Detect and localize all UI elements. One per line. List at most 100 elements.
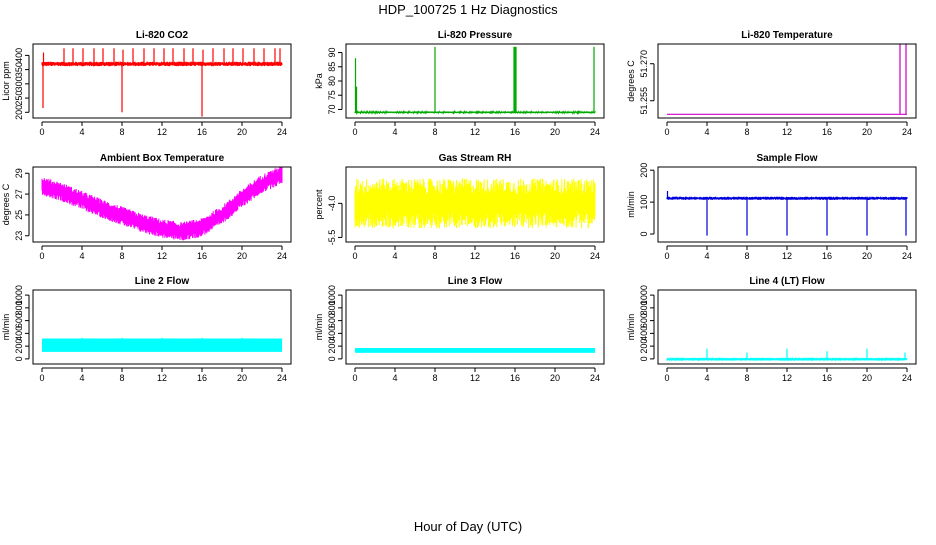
- series-area: [666, 348, 908, 362]
- x-tick-label: 20: [237, 373, 247, 383]
- y-axis-label: percent: [314, 189, 324, 220]
- y-tick-label: 600: [639, 313, 649, 328]
- panel-7: Line 2 Flow ml/min 0 4 8 12 16 20 24 0 20040060080…: [1, 276, 292, 383]
- plot-frame: [345, 289, 605, 365]
- series-line: [354, 178, 596, 229]
- y-axis-label: degrees C: [1, 183, 11, 225]
- y-tick-label: 27: [14, 189, 24, 199]
- x-tick-label: 12: [470, 127, 480, 137]
- panel-title: Line 4 (LT) Flow: [749, 276, 825, 287]
- x-tick-label: 24: [902, 251, 912, 261]
- y-tick-label: 1000: [14, 285, 24, 305]
- panel-3: Li-820 Temperature degrees C 0 4 8 12 16 20 24 51…: [626, 30, 917, 137]
- x-tick-label: 20: [862, 251, 872, 261]
- y-tick-label: 0: [327, 356, 337, 361]
- y-tick-label: 0: [14, 356, 24, 361]
- y-tick-label: -5.5: [327, 230, 337, 246]
- x-tick-label: 16: [197, 373, 207, 383]
- y-tick-label: 250: [14, 91, 24, 106]
- y-tick-label: 200: [639, 339, 649, 354]
- x-tick-label: 8: [119, 251, 124, 261]
- series-area: [355, 348, 595, 356]
- x-tick-label: 24: [590, 373, 600, 383]
- panel-title: Ambient Box Temperature: [100, 153, 225, 164]
- y-tick-label: 100: [639, 195, 649, 210]
- x-tick-label: 0: [664, 127, 669, 137]
- series-line: [354, 109, 596, 115]
- series-area: [666, 190, 908, 236]
- x-tick-label: 4: [704, 251, 709, 261]
- x-tick-label: 20: [550, 373, 560, 383]
- y-tick-label: 1000: [327, 285, 337, 305]
- x-tick-label: 24: [902, 127, 912, 137]
- y-tick-label: 51.270: [639, 50, 649, 78]
- x-tick-label: 16: [822, 373, 832, 383]
- x-tick-label: 0: [352, 251, 357, 261]
- y-tick-label: 29: [14, 168, 24, 178]
- y-tick-label: 600: [327, 313, 337, 328]
- x-tick-label: 0: [664, 373, 669, 383]
- y-tick-label: 25: [14, 210, 24, 220]
- x-tick-label: 8: [744, 373, 749, 383]
- x-tick-label: 12: [782, 127, 792, 137]
- y-axis-label: degrees C: [626, 60, 636, 102]
- panel-title: Line 3 Flow: [448, 276, 503, 287]
- y-axis-label: kPa: [314, 73, 324, 89]
- y-tick-label: 23: [14, 231, 24, 241]
- x-tick-label: 20: [862, 373, 872, 383]
- x-tick-label: 8: [119, 373, 124, 383]
- x-tick-label: 4: [392, 251, 397, 261]
- series-area: [41, 48, 283, 117]
- x-tick-label: 8: [432, 251, 437, 261]
- x-tick-label: 20: [237, 251, 247, 261]
- plot-frame: [345, 43, 605, 119]
- x-tick-label: 12: [157, 373, 167, 383]
- x-tick-label: 12: [782, 251, 792, 261]
- panel-2: Li-820 Pressure kPa 0 4 8 12 16 20 24 70 75 80 85 90: [314, 30, 605, 137]
- panel-8: Line 3 Flow ml/min 0 4 8 12 16 20 24 0 20040060080…: [314, 276, 605, 383]
- y-tick-label: 0: [639, 232, 649, 237]
- x-tick-label: 20: [550, 127, 560, 137]
- series-area: [42, 337, 282, 352]
- series-line: [41, 61, 283, 67]
- figure-title: HDP_100725 1 Hz Diagnostics: [378, 2, 558, 17]
- y-tick-label: -4.0: [327, 196, 337, 212]
- y-tick-label: 200: [639, 163, 649, 178]
- panel-9: Line 4 (LT) Flow ml/min 0 4 8 12 16 20 24 0 200400…: [626, 276, 917, 383]
- x-tick-label: 8: [432, 373, 437, 383]
- x-tick-label: 24: [277, 127, 287, 137]
- y-tick-label: 400: [14, 48, 24, 63]
- y-tick-label: 600: [14, 313, 24, 328]
- x-tick-label: 4: [392, 373, 397, 383]
- x-tick-label: 24: [590, 127, 600, 137]
- x-tick-label: 4: [79, 251, 84, 261]
- x-tick-label: 0: [39, 373, 44, 383]
- y-tick-label: 90: [327, 48, 337, 58]
- series-area: [667, 44, 907, 115]
- x-tick-label: 0: [664, 251, 669, 261]
- panel-title: Sample Flow: [756, 153, 817, 164]
- x-tick-label: 20: [862, 127, 872, 137]
- x-tick-label: 24: [277, 251, 287, 261]
- plot-frame: [657, 166, 917, 243]
- y-tick-label: 85: [327, 62, 337, 72]
- panel-title: Li-820 Temperature: [741, 30, 833, 41]
- x-tick-label: 0: [352, 373, 357, 383]
- panel-1: Li-820 CO2 Licor ppm 0 4 8 12 16 20 24 2002503003…: [1, 30, 292, 137]
- x-tick-label: 8: [744, 251, 749, 261]
- panel-5: Gas Stream RH percent 0 4 8 12 16 20 24 -5.5 -4.0: [314, 153, 605, 261]
- y-tick-label: 800: [14, 300, 24, 315]
- x-tick-label: 16: [197, 251, 207, 261]
- x-tick-label: 20: [237, 127, 247, 137]
- y-axis-label: Licor ppm: [1, 61, 11, 101]
- plot-frame: [345, 166, 605, 243]
- y-tick-label: 200: [14, 339, 24, 354]
- y-tick-label: 70: [327, 104, 337, 114]
- panel-title: Li-820 CO2: [136, 30, 189, 41]
- plot-frame: [657, 43, 917, 119]
- plot-frame: [32, 289, 292, 365]
- y-tick-label: 350: [14, 62, 24, 77]
- x-tick-label: 4: [704, 373, 709, 383]
